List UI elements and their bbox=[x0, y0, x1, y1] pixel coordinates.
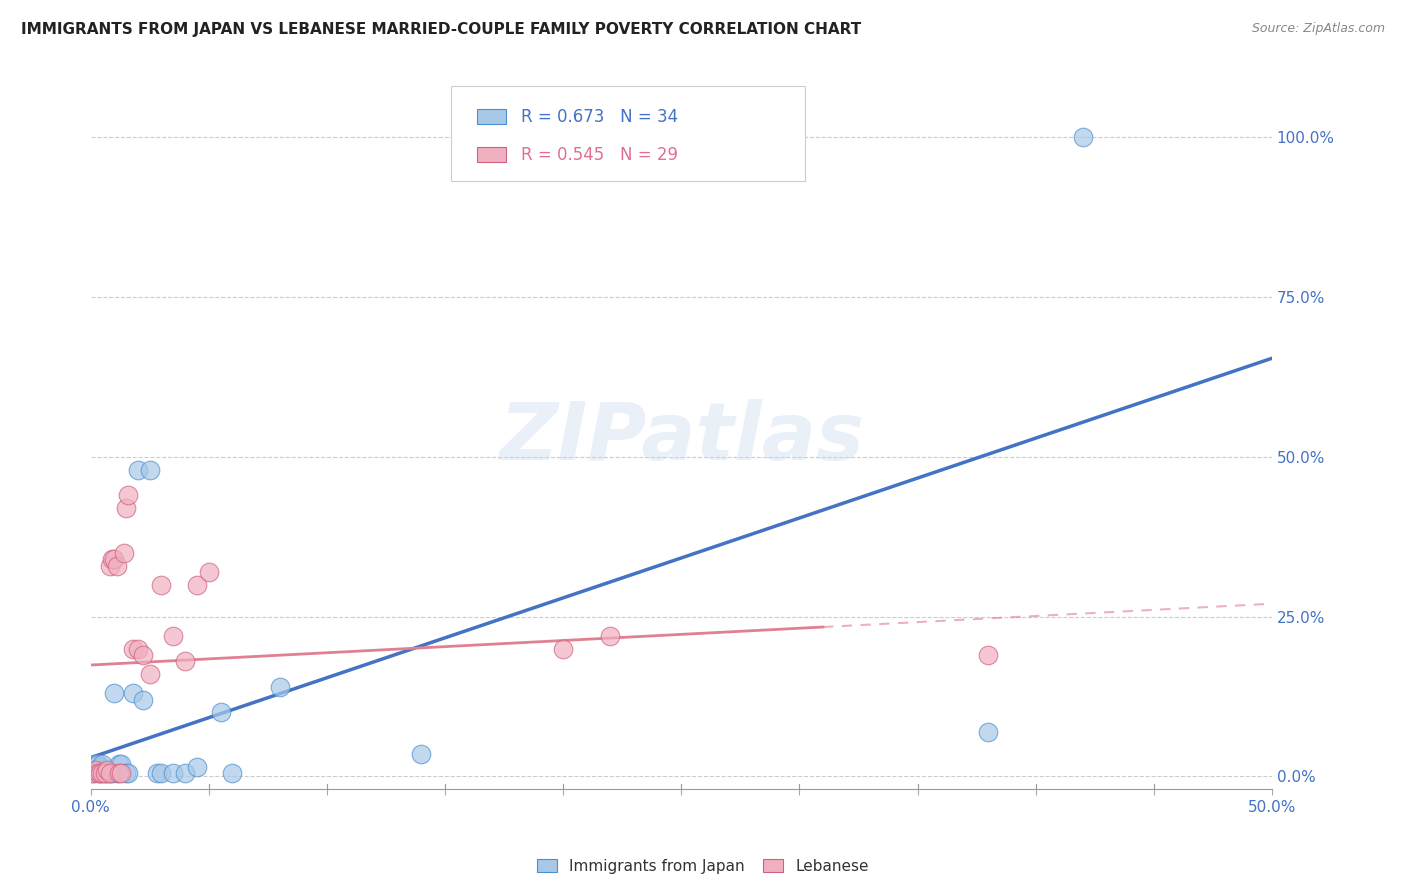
FancyBboxPatch shape bbox=[451, 87, 806, 181]
Point bbox=[599, 629, 621, 643]
Point bbox=[138, 463, 160, 477]
Point bbox=[221, 766, 243, 780]
Point bbox=[197, 565, 219, 579]
Point bbox=[150, 766, 173, 780]
Point bbox=[91, 763, 114, 777]
Point bbox=[977, 648, 1000, 662]
Text: IMMIGRANTS FROM JAPAN VS LEBANESE MARRIED-COUPLE FAMILY POVERTY CORRELATION CHAR: IMMIGRANTS FROM JAPAN VS LEBANESE MARRIE… bbox=[21, 22, 862, 37]
Point bbox=[110, 766, 132, 780]
Point bbox=[112, 546, 135, 560]
Point bbox=[96, 766, 118, 780]
Point bbox=[86, 766, 108, 780]
Point bbox=[108, 766, 131, 780]
Point bbox=[131, 648, 153, 662]
Point bbox=[84, 763, 107, 777]
Point bbox=[1071, 130, 1094, 145]
Point bbox=[209, 706, 232, 720]
Point bbox=[105, 766, 128, 780]
Point bbox=[122, 686, 145, 700]
Legend: Immigrants from Japan, Lebanese: Immigrants from Japan, Lebanese bbox=[531, 853, 875, 880]
Point bbox=[127, 463, 149, 477]
Point bbox=[82, 766, 104, 780]
Point bbox=[977, 724, 1000, 739]
Point bbox=[84, 756, 107, 771]
Point bbox=[186, 577, 208, 591]
Point bbox=[86, 756, 108, 771]
Point bbox=[98, 766, 121, 780]
Point bbox=[98, 558, 121, 573]
Point bbox=[269, 680, 291, 694]
Point bbox=[145, 766, 167, 780]
Point bbox=[115, 766, 138, 780]
Point bbox=[84, 763, 107, 777]
FancyBboxPatch shape bbox=[477, 109, 506, 124]
Point bbox=[101, 766, 124, 780]
Point bbox=[131, 692, 153, 706]
Point bbox=[105, 558, 128, 573]
Text: R = 0.545   N = 29: R = 0.545 N = 29 bbox=[520, 145, 678, 164]
Point bbox=[89, 760, 111, 774]
Point bbox=[96, 763, 118, 777]
Point bbox=[103, 686, 125, 700]
Point bbox=[150, 577, 173, 591]
FancyBboxPatch shape bbox=[477, 147, 506, 162]
Point bbox=[89, 766, 111, 780]
Point bbox=[94, 766, 117, 780]
Point bbox=[138, 667, 160, 681]
Point bbox=[94, 766, 117, 780]
Point bbox=[91, 766, 114, 780]
Point bbox=[117, 488, 139, 502]
Point bbox=[174, 654, 197, 668]
Point bbox=[91, 756, 114, 771]
Point bbox=[101, 552, 124, 566]
Point bbox=[122, 641, 145, 656]
Point bbox=[86, 763, 108, 777]
Point bbox=[89, 766, 111, 780]
Point bbox=[110, 756, 132, 771]
Point bbox=[411, 747, 433, 761]
Point bbox=[103, 552, 125, 566]
Text: R = 0.673   N = 34: R = 0.673 N = 34 bbox=[520, 108, 678, 126]
Text: ZIPatlas: ZIPatlas bbox=[499, 399, 863, 476]
Point bbox=[82, 766, 104, 780]
Point bbox=[108, 756, 131, 771]
Point bbox=[98, 766, 121, 780]
Point bbox=[186, 760, 208, 774]
Point bbox=[553, 641, 575, 656]
Point bbox=[174, 766, 197, 780]
Point bbox=[162, 766, 184, 780]
Point bbox=[162, 629, 184, 643]
Point bbox=[117, 766, 139, 780]
Point bbox=[115, 501, 138, 516]
Text: Source: ZipAtlas.com: Source: ZipAtlas.com bbox=[1251, 22, 1385, 36]
Point bbox=[127, 641, 149, 656]
